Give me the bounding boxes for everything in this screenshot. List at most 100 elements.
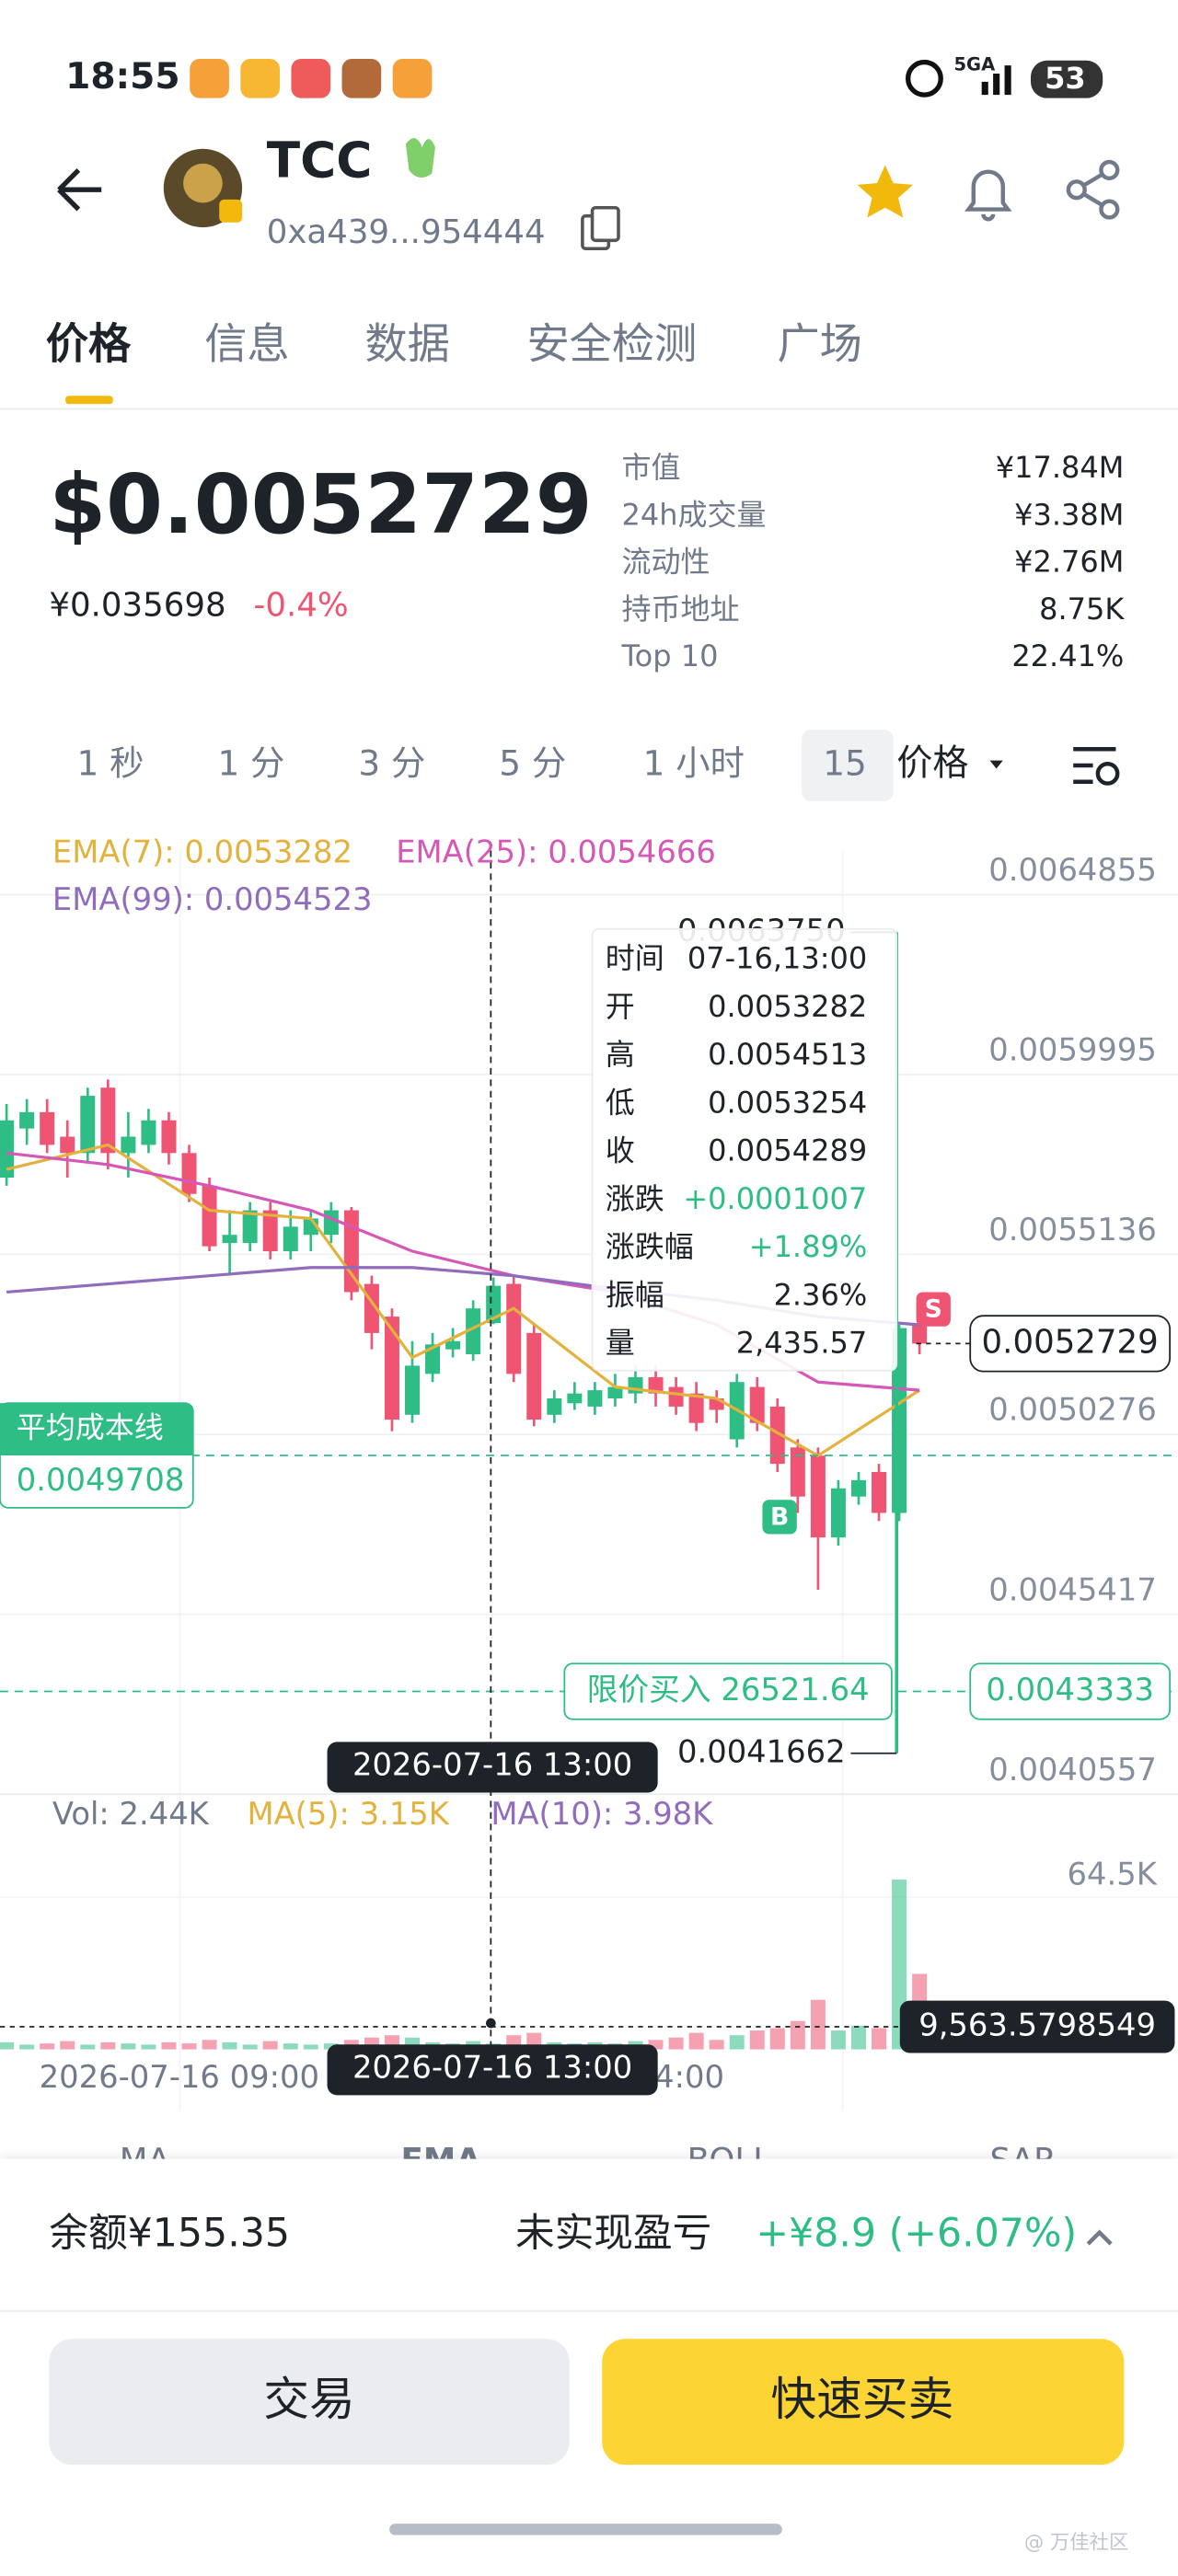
quick-trade-label[interactable]: 快速买卖 xyxy=(770,2373,953,2426)
volume-bar xyxy=(850,2025,866,2050)
trade-button[interactable] xyxy=(49,2339,570,2466)
legend-entry: EMA(7): 0.0053282 xyxy=(52,834,352,870)
share-button[interactable] xyxy=(1066,159,1120,220)
stat-label: 24h成交量 xyxy=(622,497,767,532)
expand-button[interactable] xyxy=(1086,2229,1113,2246)
interval-bar: 1 秒 1 分 3 分 5 分 1 小时 15 xyxy=(77,743,867,784)
price-change: -0.4% xyxy=(254,587,349,625)
volume-bar xyxy=(262,2041,278,2050)
interval[interactable]: 1 秒 xyxy=(77,743,144,784)
y-tick-label: 0.0050276 xyxy=(988,1392,1157,1428)
tooltip-label: 收 xyxy=(606,1133,635,1168)
tooltip-label: 涨跌 xyxy=(606,1181,664,1216)
candle-body xyxy=(405,1365,420,1415)
candle-body xyxy=(222,1235,237,1244)
candle-body xyxy=(810,1455,826,1538)
volume-bar xyxy=(729,2035,745,2050)
volume-current: 9,563.5798549 xyxy=(918,2007,1156,2043)
token-address: 0xa439...954444 xyxy=(267,213,546,251)
ema-line xyxy=(6,1143,920,1458)
tab[interactable]: 安全检测 xyxy=(526,318,697,368)
crosshair-dot xyxy=(486,2018,496,2029)
tooltip-label: 高 xyxy=(606,1037,635,1072)
favorite-button[interactable] xyxy=(857,165,913,218)
volume-bar xyxy=(688,2032,704,2050)
volume-bar xyxy=(202,2040,217,2050)
crosshair-label: 2026-07-16 13:00 xyxy=(352,1747,632,1783)
chart-settings[interactable] xyxy=(1073,747,1120,786)
candle-body xyxy=(769,1406,785,1465)
volume-bar xyxy=(0,2041,15,2050)
tab[interactable]: 价格 xyxy=(46,318,132,368)
stat-value: 8.75K xyxy=(1039,592,1125,627)
interval[interactable]: 1 分 xyxy=(217,743,284,784)
buy-marker: B xyxy=(770,1502,789,1531)
tooltip-label: 涨跌幅 xyxy=(606,1229,694,1264)
tooltip-value: 0.0053282 xyxy=(708,989,867,1024)
stat-label: 市值 xyxy=(622,450,681,485)
volume-bar xyxy=(668,2037,684,2050)
tooltip-label: 低 xyxy=(606,1085,635,1120)
candle-body xyxy=(121,1136,136,1154)
volume-bar xyxy=(161,2041,177,2050)
grid xyxy=(0,850,1178,2110)
tooltip-label: 振幅 xyxy=(606,1277,664,1312)
candle-body xyxy=(445,1340,461,1350)
quick-trade-button[interactable] xyxy=(602,2339,1125,2466)
volume-bar xyxy=(181,2043,197,2050)
interval[interactable]: 3 分 xyxy=(358,743,425,784)
volume-bar xyxy=(100,2041,116,2050)
last-price-box xyxy=(969,1315,1171,1373)
volume-bar xyxy=(323,2043,339,2050)
tab[interactable]: 信息 xyxy=(204,318,289,368)
candle-body xyxy=(40,1111,55,1145)
candle-body xyxy=(850,1479,866,1497)
tooltip-label: 开 xyxy=(606,989,635,1024)
volume-bar xyxy=(872,2028,887,2050)
tab-bar: 价格 信息 数据 安全检测 广场 xyxy=(46,318,862,368)
volume-current-box xyxy=(899,2000,1175,2053)
candle-body xyxy=(830,1488,846,1538)
interval[interactable]: 1 小时 xyxy=(643,743,745,784)
candle-body xyxy=(323,1210,339,1236)
tooltip-value: 2.36% xyxy=(774,1277,868,1312)
candle-body xyxy=(648,1376,664,1394)
y-tick-label: 0.0064855 xyxy=(988,852,1157,888)
volume-bar xyxy=(141,2044,156,2050)
volume-bar xyxy=(810,1999,826,2050)
watermark: @ 万佳社区 xyxy=(1024,2531,1128,2554)
tooltip-value: 0.0054513 xyxy=(708,1037,867,1072)
volume-legend: Vol: 2.44K xyxy=(52,1796,210,1832)
volume-bar xyxy=(790,2020,805,2050)
alert-button[interactable] xyxy=(964,169,1012,222)
tab[interactable]: 数据 xyxy=(364,318,449,368)
limit-price: 0.0043333 xyxy=(986,1672,1154,1708)
candle-body xyxy=(80,1096,96,1154)
dropdown-arrow xyxy=(989,760,1003,769)
candle-body xyxy=(384,1317,399,1420)
avg-cost-label: 平均成本线 xyxy=(17,1410,164,1445)
candle-body xyxy=(343,1210,359,1293)
trade-button-label[interactable]: 交易 xyxy=(263,2373,355,2426)
legend-entry: EMA(25): 0.0054666 xyxy=(396,834,716,870)
pnl-label: 未实现盈亏 xyxy=(515,2211,711,2257)
network: 5GA xyxy=(953,54,996,75)
candle-body xyxy=(567,1393,583,1404)
candle-body xyxy=(19,1111,35,1129)
tab[interactable]: 广场 xyxy=(777,318,861,368)
limit-box[interactable] xyxy=(563,1662,893,1720)
interval[interactable]: 15 xyxy=(823,743,867,784)
tooltip-box xyxy=(591,927,898,1372)
copy-button[interactable] xyxy=(581,206,620,250)
visible-low: 0.0041662 xyxy=(677,1733,846,1769)
price-toggle[interactable]: 价格 xyxy=(896,743,968,785)
home-indicator xyxy=(389,2524,782,2536)
back-button[interactable] xyxy=(57,168,102,212)
limit-label[interactable]: 限价买入 26521.64 xyxy=(587,1672,870,1708)
volume-legend: MA(10): 3.98K xyxy=(491,1796,713,1832)
y-tick-label: 0.0045417 xyxy=(988,1571,1157,1607)
tooltip-value: 2,435.57 xyxy=(736,1326,867,1361)
interval[interactable]: 5 分 xyxy=(499,743,566,784)
stat-value: ¥3.38M xyxy=(1014,497,1124,532)
